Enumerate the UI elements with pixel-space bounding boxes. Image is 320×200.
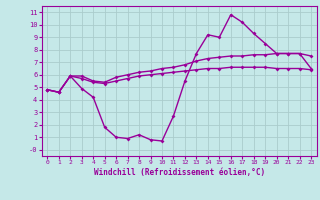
X-axis label: Windchill (Refroidissement éolien,°C): Windchill (Refroidissement éolien,°C) — [94, 168, 265, 177]
